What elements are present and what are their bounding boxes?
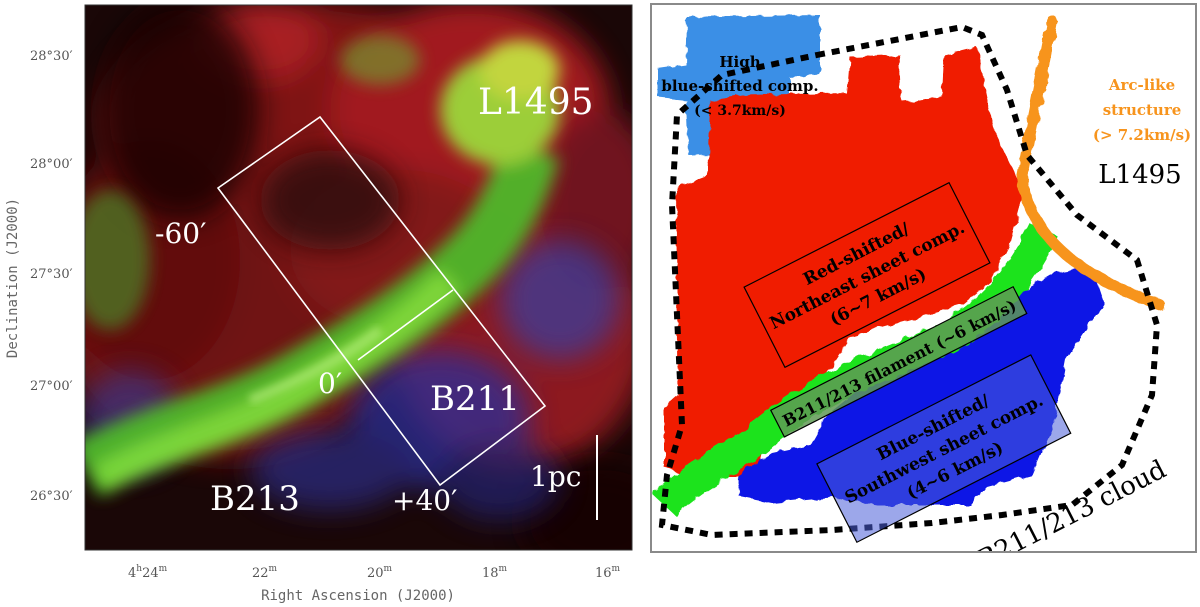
x-axis-label: Right Ascension (J2000) [261,588,455,604]
label-scale-bar: 1pc [530,460,581,493]
y-tick-label: 26°30′ [30,489,73,504]
arc-label-2: structure [1103,101,1182,119]
x-tick-label: 22m [252,564,278,581]
arc-label-3: (> 7.2km/s) [1093,126,1191,144]
blue-sheet-label-box: Blue-shifted/ Southwest sheet comp. (4~6… [816,354,1072,544]
schematic-svg: Red-shifted/ Northeast sheet comp. (6~7 … [652,15,1191,551]
composite-svg: L1495 B211 B213 -60′ 0′ +40′ 1pc 28°30′ … [5,4,633,604]
cloud-outline [658,23,1161,539]
nebula-image [85,5,632,550]
zero-offset-line [357,289,454,361]
y-tick-label: 28°00′ [30,157,73,172]
schematic-panel: Red-shifted/ Northeast sheet comp. (6~7 … [650,3,1197,553]
high-blue-label-3: (< 3.7km/s) [694,103,786,119]
y-tick-label: 27°30′ [30,267,73,282]
x-tick-label: 18m [482,564,508,581]
arc-structure [1016,15,1166,311]
x-tick-label: 4h24m [128,564,168,581]
label-l1495: L1495 [478,82,594,123]
x-tick-label: 20m [367,564,393,581]
color-composite-panel: L1495 B211 B213 -60′ 0′ +40′ 1pc 28°30′ … [5,4,633,604]
label-offset-mid: 0′ [318,367,342,400]
label-offset-top: -60′ [155,217,206,250]
label-b213: B213 [210,479,300,519]
label-offset-bottom: +40′ [392,484,457,517]
high-blue-label-2: blue-shifted comp. [661,77,818,95]
y-tick-labels: 28°30′ 28°00′ 27°30′ 27°00′ 26°30′ [30,49,73,504]
high-blue-label-1: High [719,53,760,71]
x-tick-label: 16m [595,564,621,581]
x-tick-labels: 4h24m 22m 20m 18m 16m [128,564,621,581]
arc-label-1: Arc-like [1108,76,1175,94]
image-frame [84,4,633,551]
red-sheet-region [664,47,1024,477]
label-b211: B211 [430,379,520,419]
y-tick-label: 27°00′ [30,379,73,394]
strip-region-box [216,115,547,487]
y-axis-label: Declination (J2000) [5,198,21,358]
y-tick-label: 28°30′ [30,49,73,64]
l1495-label: L1495 [1098,160,1181,190]
